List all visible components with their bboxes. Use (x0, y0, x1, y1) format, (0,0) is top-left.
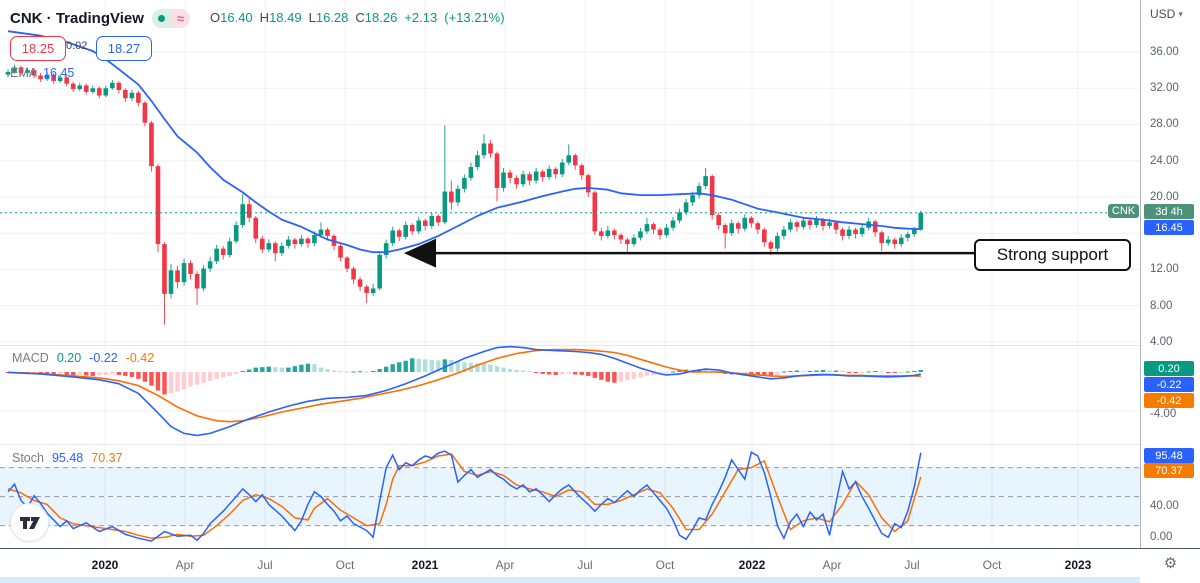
high-value: H18.49 (259, 10, 302, 25)
time-label-year: 2023 (1064, 558, 1092, 572)
axis-tick-label: 20.00 (1150, 190, 1179, 203)
symbol-title: CNK · TradingView (10, 9, 144, 27)
time-label-month: Jul (904, 558, 920, 572)
sell-button[interactable]: 18.25 (10, 36, 66, 61)
bar-countdown-badge: 3d 4h (1144, 204, 1194, 219)
time-label-month: Jul (257, 558, 273, 572)
axis-tick-label: 36.00 (1150, 46, 1179, 58)
time-label-year: 2022 (738, 558, 766, 572)
time-label-year: 2020 (91, 558, 119, 572)
axis-tick-label: 8.00 (1150, 299, 1173, 312)
chevron-down-icon: ▾ (1178, 8, 1183, 19)
change-percent: (+13.21%) (444, 10, 505, 25)
macd-line-badge: -0.22 (1144, 377, 1194, 392)
close-value: C18.26 (355, 10, 398, 25)
axis-tick-label: 0.00 (1150, 531, 1173, 543)
spread-label: 0.02 (66, 40, 88, 52)
axis-settings-button[interactable]: ⚙ (1141, 549, 1200, 577)
ema-legend[interactable]: EMA 16.45 (10, 66, 75, 80)
axis-tick-label: -4.00 (1150, 408, 1177, 420)
market-open-dot-icon (151, 8, 171, 28)
support-arrowhead-icon (404, 238, 436, 268)
axis-tick-label: 28.00 (1150, 118, 1179, 131)
ema-line (7, 30, 921, 254)
macd-signal-badge: -0.42 (1144, 393, 1194, 408)
stoch-d-value: 70.37 (91, 451, 123, 465)
open-value: O16.40 (210, 10, 253, 25)
stoch-legend[interactable]: Stoch 95.48 70.37 (10, 451, 125, 465)
time-label-month: Apr (175, 558, 195, 572)
macd-line (7, 345, 921, 437)
stoch-k-line (7, 450, 922, 542)
stoch-d-line (7, 453, 922, 539)
currency-selector[interactable]: USD ▾ (1150, 7, 1183, 21)
buy-button[interactable]: 18.27 (96, 36, 152, 61)
stoch-k-badge: 95.48 (1144, 448, 1194, 463)
macd-hist-value: 0.20 (56, 351, 82, 365)
time-label-month: Apr (495, 558, 515, 572)
axis-tick-label: 40.00 (1150, 500, 1179, 513)
gridlines (0, 0, 1140, 548)
ema-value-badge: 16.45 (1144, 220, 1194, 235)
time-label-month: Apr (822, 558, 842, 572)
macd-line-value: -0.22 (89, 351, 118, 365)
scrollbar-strip[interactable] (0, 577, 1140, 583)
tradingview-logo[interactable] (10, 503, 49, 542)
axis-tick-label: 4.00 (1150, 335, 1173, 348)
low-value: L16.28 (308, 10, 349, 25)
gear-icon: ⚙ (1163, 555, 1178, 572)
price-axis[interactable]: USD ▾ 36.00 32.00 28.00 24.00 20.00 12.00 8.00… (1140, 0, 1200, 548)
time-label-month: Oct (655, 558, 675, 572)
macd-legend[interactable]: MACD 0.20 -0.22 -0.42 (10, 351, 157, 365)
macd-signal-value: -0.42 (125, 351, 155, 365)
time-label-month: Oct (335, 558, 355, 572)
chart-canvas[interactable] (0, 0, 1140, 548)
stoch-d-badge: 70.37 (1144, 463, 1194, 478)
symbol-title-row: CNK · TradingView ≈ (10, 8, 190, 28)
approx-sync-icon: ≈ (170, 8, 190, 28)
time-label-month: Jul (577, 558, 593, 572)
time-label-month: Oct (982, 558, 1002, 572)
axis-tick-label: 24.00 (1150, 154, 1179, 167)
market-status-pill[interactable]: ≈ (151, 8, 190, 28)
tv-logo-icon (19, 516, 40, 529)
macd-hist-badge: 0.20 (1144, 361, 1194, 376)
time-label-year: 2021 (411, 558, 439, 572)
axis-tick-label: 12.00 (1150, 263, 1179, 276)
axis-tick-label: 32.00 (1150, 82, 1179, 95)
symbol-tag-badge: CNK (1108, 204, 1139, 218)
candlestick-series (5, 64, 924, 325)
support-annotation[interactable]: Strong support (974, 239, 1131, 271)
change-value: +2.13 (404, 10, 438, 25)
ohlc-readout: O16.40 H18.49 L16.28 C18.26 +2.13 (+13.2… (210, 10, 505, 25)
stoch-k-value: 95.48 (51, 451, 84, 465)
